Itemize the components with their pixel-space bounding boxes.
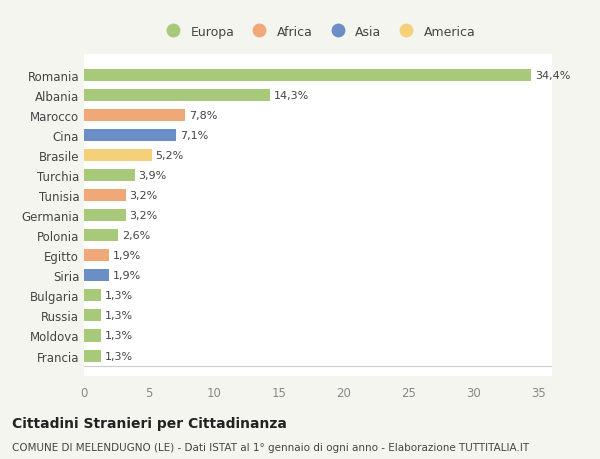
Bar <box>84 330 101 342</box>
Bar <box>84 210 125 222</box>
Text: 1,3%: 1,3% <box>105 311 133 321</box>
Text: 7,1%: 7,1% <box>180 131 208 141</box>
Text: 3,2%: 3,2% <box>130 191 158 201</box>
Text: COMUNE DI MELENDUGNO (LE) - Dati ISTAT al 1° gennaio di ogni anno - Elaborazione: COMUNE DI MELENDUGNO (LE) - Dati ISTAT a… <box>12 442 529 452</box>
Text: 1,3%: 1,3% <box>105 331 133 341</box>
Text: 1,9%: 1,9% <box>113 251 141 261</box>
Text: 1,3%: 1,3% <box>105 291 133 301</box>
Bar <box>84 110 185 122</box>
Bar <box>84 270 109 282</box>
Bar <box>84 130 176 142</box>
Text: 14,3%: 14,3% <box>274 91 309 101</box>
Bar <box>84 190 125 202</box>
Text: 1,3%: 1,3% <box>105 351 133 361</box>
Bar <box>84 350 101 362</box>
Bar <box>84 310 101 322</box>
Bar <box>84 170 135 182</box>
Bar <box>84 150 152 162</box>
Text: 2,6%: 2,6% <box>122 231 150 241</box>
Bar <box>84 290 101 302</box>
Bar <box>84 230 118 242</box>
Legend: Europa, Africa, Asia, America: Europa, Africa, Asia, America <box>154 20 482 45</box>
Text: Cittadini Stranieri per Cittadinanza: Cittadini Stranieri per Cittadinanza <box>12 416 287 430</box>
Bar <box>84 90 270 102</box>
Text: 3,9%: 3,9% <box>139 171 167 181</box>
Text: 1,9%: 1,9% <box>113 271 141 281</box>
Text: 3,2%: 3,2% <box>130 211 158 221</box>
Text: 34,4%: 34,4% <box>535 71 571 81</box>
Bar <box>84 250 109 262</box>
Text: 5,2%: 5,2% <box>155 151 184 161</box>
Bar <box>84 70 531 82</box>
Text: 7,8%: 7,8% <box>190 111 218 121</box>
